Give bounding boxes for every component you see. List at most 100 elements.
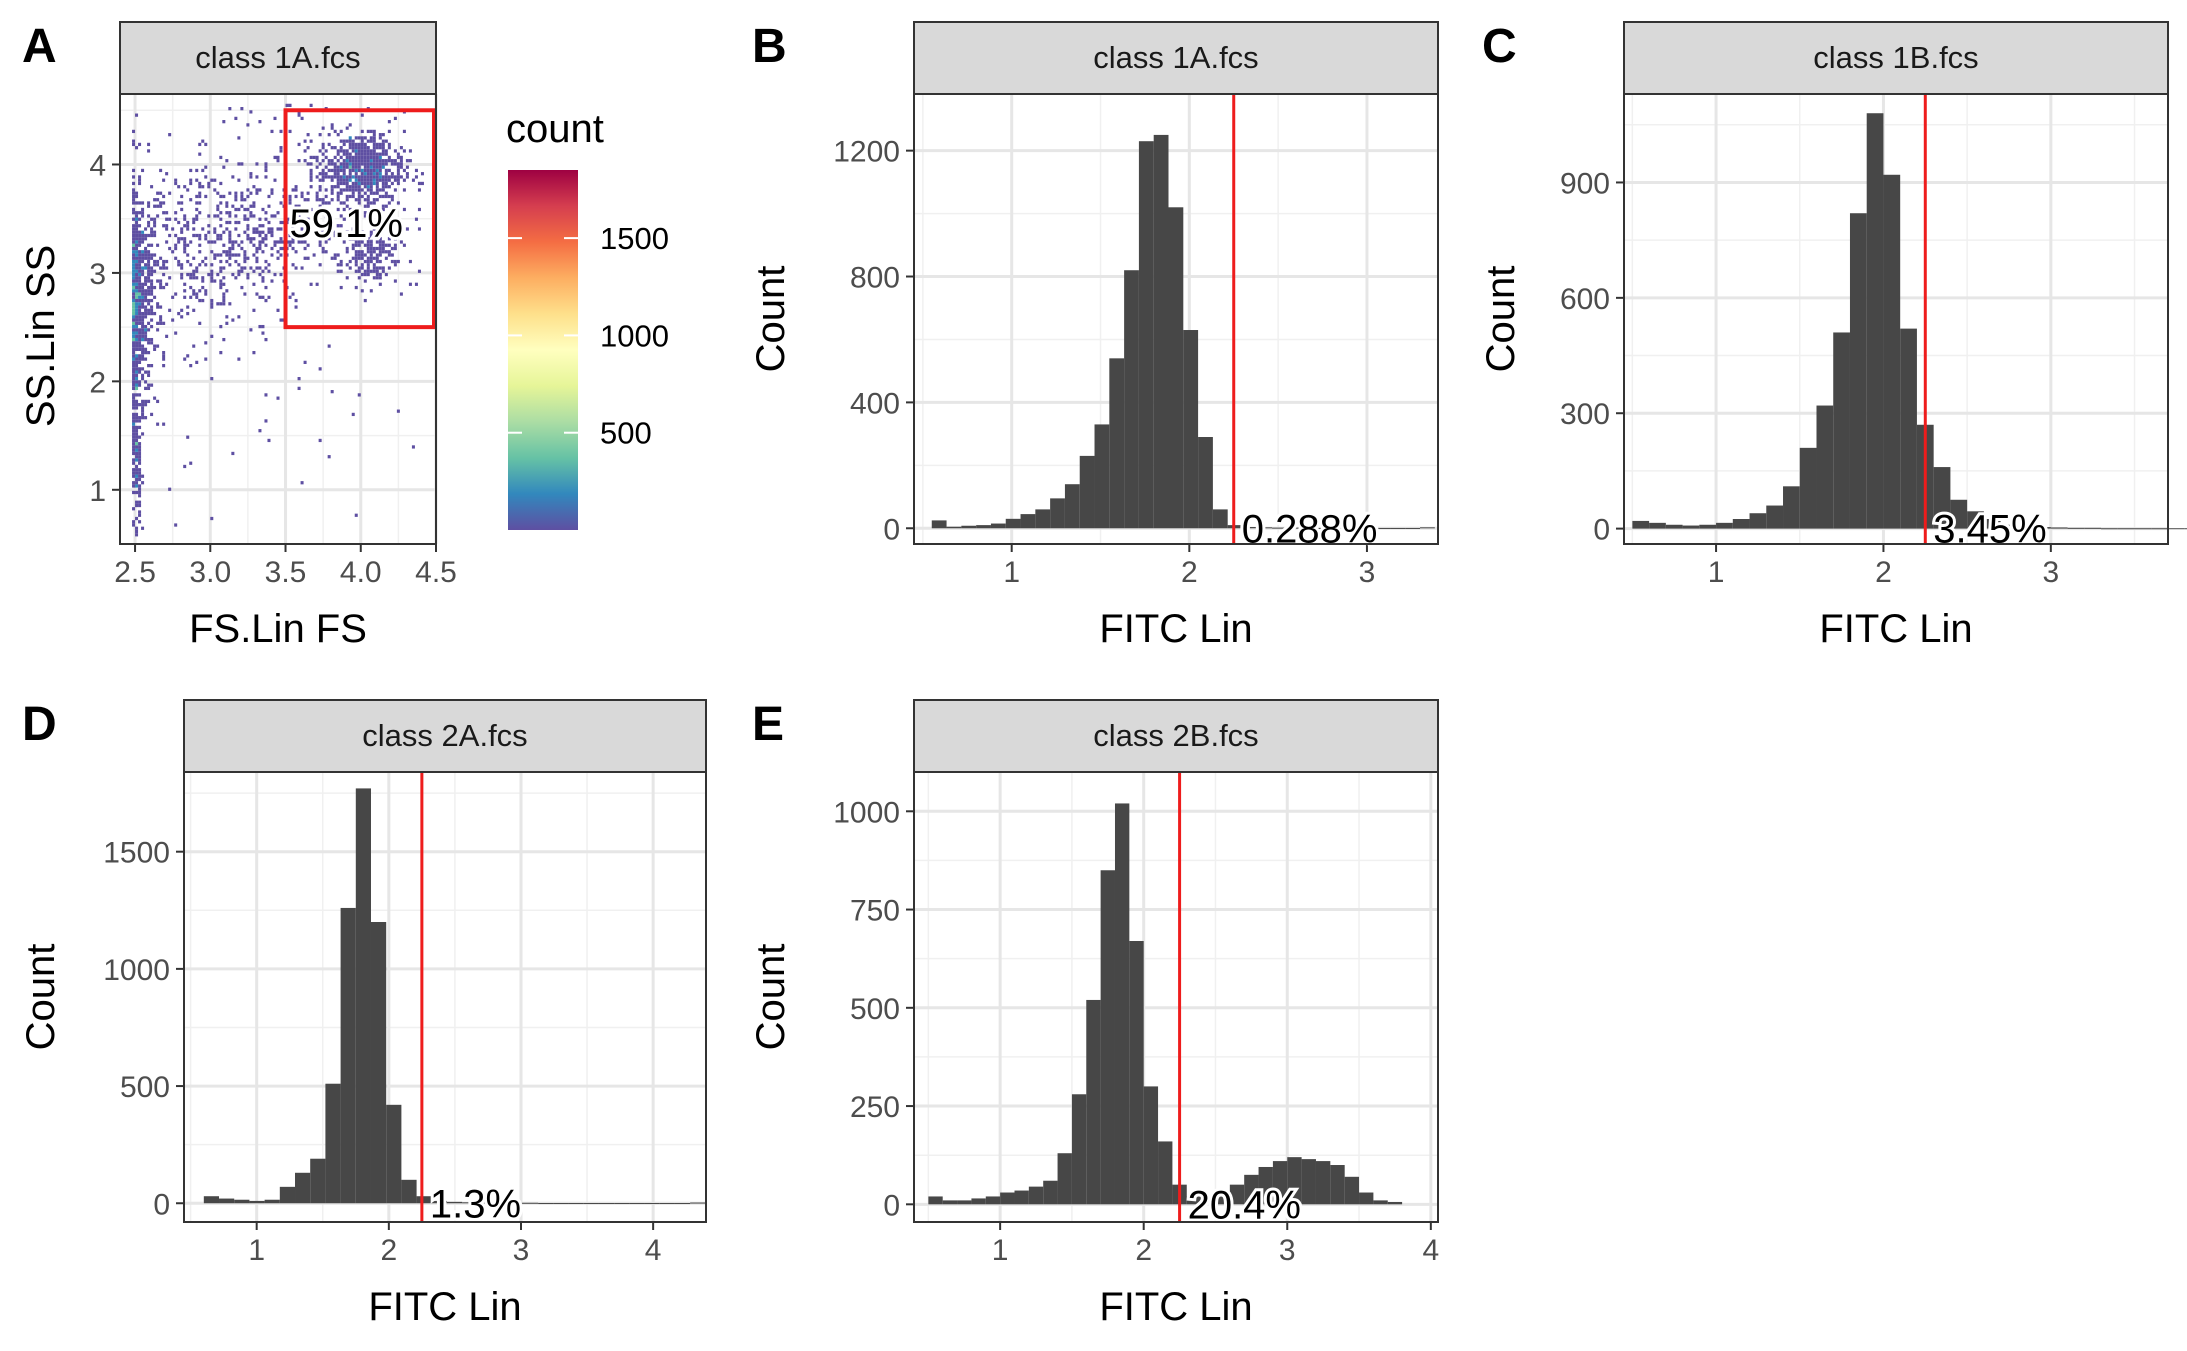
density-cell [357,185,361,189]
density-cell [162,357,166,361]
density-cell [366,181,370,186]
density-cell [348,178,352,182]
density-cell [147,272,151,277]
density-cell [279,220,283,225]
density-cell [150,230,154,234]
density-cell [378,159,382,163]
histogram-bar [492,1202,508,1204]
density-cell [261,224,265,228]
density-cell [135,529,139,534]
density-cell [255,266,259,270]
density-cell [369,250,373,254]
histogram-bar [507,1202,523,1204]
density-cell [135,490,139,495]
y-tick-label: 500 [850,993,900,1026]
density-cell [357,175,361,179]
density-cell [138,503,142,508]
density-cell [132,285,136,290]
density-cell [345,181,349,186]
panel-a-x-axis-title: FS.Lin FS [189,607,367,651]
density-cell [321,246,325,251]
density-cell [351,246,355,251]
density-cell [135,383,139,387]
density-cell [132,445,136,449]
density-cell [138,510,142,514]
density-cell [378,188,382,192]
density-cell [147,250,151,254]
density-cell [255,188,259,192]
density-cell [156,279,160,283]
density-cell [345,149,349,153]
density-cell [357,243,361,247]
density-cell [132,412,136,417]
density-cell [174,292,178,296]
density-cell [369,149,373,153]
density-cell [252,282,256,286]
density-cell [378,162,382,166]
density-cell [264,237,268,241]
density-cell [405,172,409,176]
density-cell [132,240,136,244]
percent-label: 20.4% [1188,1183,1301,1227]
density-cell [357,198,361,202]
density-cell [399,230,403,234]
density-cell [381,162,385,166]
density-cell [270,279,274,283]
y-tick-label: 1000 [833,796,900,829]
density-cell [369,256,373,260]
histogram-bar [1158,1141,1173,1205]
density-cell [309,168,313,173]
density-cell [288,129,292,134]
density-cell [231,253,235,257]
density-cell [222,194,226,199]
density-cell [138,243,142,247]
density-cell [243,250,247,254]
density-cell [339,139,343,143]
density-cell [222,292,226,296]
density-cell [348,136,352,140]
density-cell [381,142,385,147]
density-cell [309,139,313,143]
density-cell [291,220,295,225]
density-cell [324,201,328,205]
density-cell [156,344,160,348]
density-cell [156,302,160,306]
histogram-bar [1057,1153,1072,1205]
density-cell [225,211,229,215]
density-cell [180,308,184,312]
density-cell [150,253,154,257]
density-cell [333,185,337,189]
density-cell [165,172,169,176]
density-cell [369,139,373,143]
density-cell [357,266,361,270]
density-cell [363,168,367,173]
density-cell [363,253,367,257]
density-cell [255,230,259,234]
density-cell [333,162,337,166]
density-cell [228,230,232,234]
density-cell [375,191,379,195]
density-cell [222,266,226,270]
histogram-bar [2117,528,2135,530]
density-cell [366,272,370,277]
density-cell [318,172,322,176]
density-cell [258,429,262,433]
density-cell [369,240,373,244]
density-cell [141,350,145,355]
density-cell [144,370,148,374]
density-cell [138,308,142,312]
density-cell [237,253,241,257]
density-cell [384,256,388,260]
density-cell [147,298,151,303]
density-cell [363,298,367,303]
density-cell [147,142,151,147]
density-cell [273,214,277,218]
density-cell [225,227,229,231]
density-cell [141,481,145,485]
density-cell [381,175,385,179]
density-cell [198,233,202,238]
density-cell [150,289,154,293]
density-cell [219,266,223,270]
density-cell [288,243,292,247]
